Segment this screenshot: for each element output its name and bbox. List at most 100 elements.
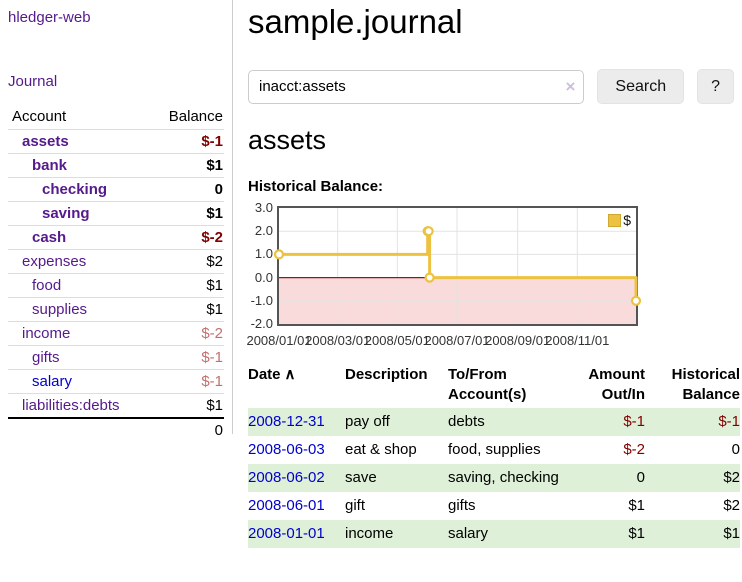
- account-link[interactable]: food: [32, 277, 62, 294]
- transaction-amount: $1: [628, 497, 645, 514]
- accounts-header-balance: Balance: [168, 108, 223, 125]
- y-tick-label: 0.0: [254, 269, 273, 285]
- account-link[interactable]: supplies: [32, 301, 88, 318]
- transaction-accounts: salary: [448, 520, 566, 548]
- account-link[interactable]: checking: [42, 181, 108, 198]
- register-row: 2008-12-31 pay off debts $-1 $-1: [248, 408, 740, 436]
- transaction-balance: $2: [723, 497, 740, 514]
- accounts-total-value: 0: [149, 417, 224, 442]
- register-row: 2008-06-01 gift gifts $1 $2: [248, 492, 740, 520]
- register-header-date[interactable]: Date ∧: [248, 366, 296, 383]
- transaction-amount: $-1: [566, 408, 645, 436]
- transaction-accounts: food, supplies: [448, 441, 541, 458]
- x-tick-label: 2008/01/01: [246, 333, 312, 348]
- account-row: food $1: [8, 273, 224, 298]
- account-link[interactable]: liabilities:debts: [22, 397, 120, 414]
- y-tick-label: -1.0: [250, 292, 273, 308]
- register-row: 2008-06-03 eat & shop food, supplies $-2…: [248, 436, 740, 464]
- transaction-balance: 0: [731, 441, 740, 458]
- x-tick-label: 2008/05/01: [364, 333, 430, 348]
- account-balance: $1: [149, 273, 224, 298]
- chart-series-svg: [273, 208, 642, 324]
- transaction-date-link[interactable]: 2008-12-31: [248, 413, 325, 430]
- sort-ascending-icon: ∧: [284, 366, 296, 383]
- account-link[interactable]: assets: [22, 133, 69, 150]
- transaction-amount: $1: [566, 520, 645, 548]
- account-link[interactable]: gifts: [32, 349, 60, 366]
- account-link[interactable]: cash: [32, 229, 67, 246]
- account-row: income $-2: [8, 321, 224, 346]
- x-tick-label: 2008/03/01: [305, 333, 371, 348]
- main-pane: sample.journal × Search ? assets Histori…: [240, 0, 742, 548]
- account-link[interactable]: bank: [32, 157, 68, 174]
- transaction-amount: $-2: [623, 441, 645, 458]
- account-balance: $1: [149, 393, 224, 418]
- transaction-date-link[interactable]: 2008-01-01: [248, 525, 325, 542]
- search-input[interactable]: [248, 69, 585, 104]
- y-tick-label: 2.0: [254, 223, 273, 239]
- chart-legend: $: [608, 212, 631, 228]
- search-box: ×: [248, 69, 585, 104]
- account-row: saving $1: [8, 201, 224, 226]
- transaction-date-link[interactable]: 2008-06-01: [248, 497, 325, 514]
- legend-swatch-icon: [608, 213, 622, 227]
- accounts-total-row: 0: [8, 417, 224, 442]
- account-link[interactable]: income: [22, 325, 71, 342]
- transaction-date-link[interactable]: 2008-06-02: [248, 469, 325, 486]
- accounts-table: Account Balance assets $-1 bank $1 check…: [8, 105, 224, 442]
- account-row: gifts $-1: [8, 345, 224, 370]
- account-row: bank $1: [8, 153, 224, 178]
- account-balance: $-1: [149, 345, 224, 370]
- account-row: cash $-2: [8, 225, 224, 250]
- account-heading: assets: [248, 125, 327, 155]
- x-tick-label: 2008/11/01: [545, 333, 610, 348]
- account-row: expenses $2: [8, 249, 224, 274]
- account-balance: $-1: [149, 129, 224, 154]
- account-row: salary $-1: [8, 369, 224, 394]
- account-link[interactable]: saving: [42, 205, 90, 222]
- account-row: assets $-1: [8, 129, 224, 154]
- historical-balance-chart: 3.0 2.0 1.0 0.0 -1.0 -2.0 $ 2008/01/01 2008/03…: [246, 200, 734, 348]
- app-title-link[interactable]: hledger-web: [8, 9, 91, 26]
- account-link[interactable]: expenses: [22, 253, 87, 270]
- help-button[interactable]: ?: [697, 69, 734, 104]
- transaction-description: pay off: [345, 408, 448, 436]
- register-header-accounts: To/From Account(s): [448, 366, 527, 403]
- account-balance: $2: [149, 249, 224, 274]
- sidebar: hledger-web Journal Account Balance asse…: [0, 0, 233, 442]
- x-tick-label: 2008/09/01: [485, 333, 551, 348]
- account-balance: $1: [149, 201, 224, 226]
- transaction-balance: $-1: [645, 408, 740, 436]
- register-header-balance: Historical Balance: [671, 366, 740, 403]
- search-form: × Search ?: [248, 69, 734, 104]
- register-header-row: Date ∧ Description To/From Account(s) Amo…: [248, 363, 740, 408]
- chart-y-axis: 3.0 2.0 1.0 0.0 -1.0 -2.0: [248, 200, 274, 331]
- transaction-balance: $2: [645, 464, 740, 492]
- transaction-amount: 0: [566, 464, 645, 492]
- y-tick-label: 3.0: [254, 200, 273, 215]
- register-header-amount: Amount Out/In: [588, 366, 645, 403]
- transaction-description: save: [345, 464, 448, 492]
- account-balance: $1: [149, 153, 224, 178]
- account-balance: $-2: [149, 225, 224, 250]
- transaction-accounts: gifts: [448, 497, 476, 514]
- transaction-accounts: debts: [448, 408, 566, 436]
- sidebar-item-journal[interactable]: Journal: [8, 73, 58, 90]
- clear-search-icon[interactable]: ×: [565, 76, 576, 96]
- account-row: supplies $1: [8, 297, 224, 322]
- account-balance: 0: [149, 177, 224, 202]
- accounts-header-account: Account: [12, 108, 67, 125]
- transaction-date-link[interactable]: 2008-06-03: [248, 441, 325, 458]
- register-header-description: Description: [345, 366, 428, 383]
- account-link[interactable]: salary: [32, 373, 73, 390]
- transaction-balance: $1: [645, 520, 740, 548]
- account-row: liabilities:debts $1: [8, 393, 224, 418]
- register-row: 2008-01-01 income salary $1 $1: [248, 520, 740, 548]
- search-button[interactable]: Search: [597, 69, 685, 104]
- page-title: sample.journal: [248, 3, 463, 40]
- register-row: 2008-06-02 save saving, checking 0 $2: [248, 464, 740, 492]
- transaction-description: income: [345, 520, 448, 548]
- transaction-description: gift: [345, 497, 366, 514]
- account-row: checking 0: [8, 177, 224, 202]
- account-balance: $-2: [149, 321, 224, 346]
